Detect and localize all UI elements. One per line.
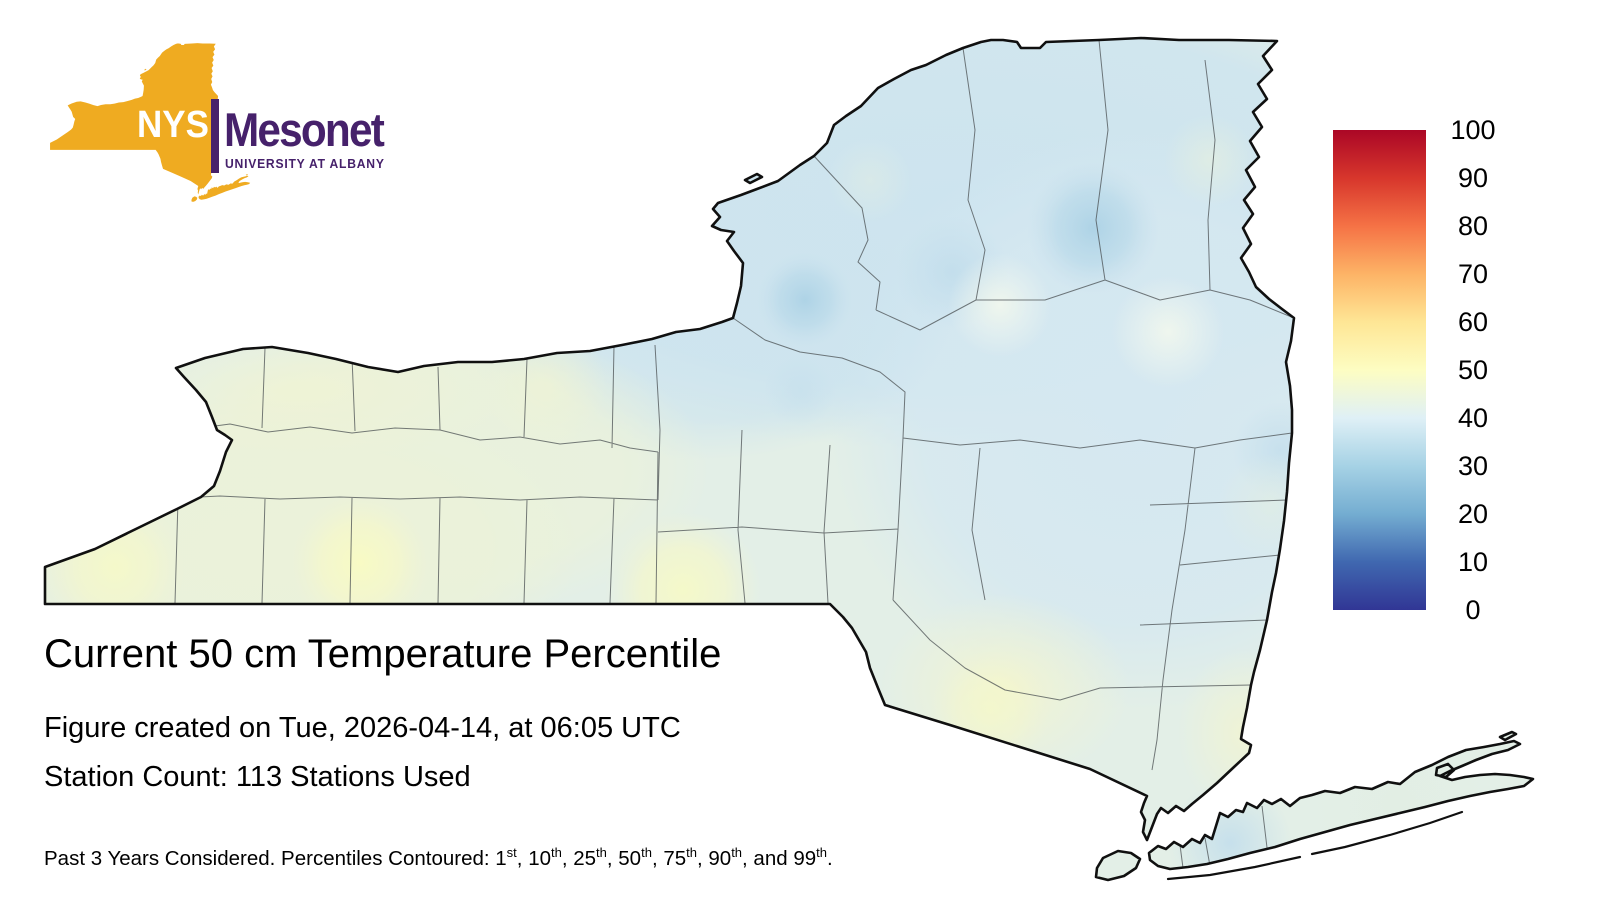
logo-nys-text: NYS (137, 104, 209, 146)
logo-subtitle-text: UNIVERSITY AT ALBANY (225, 157, 385, 171)
figure-title: Current 50 cm Temperature Percentile (44, 632, 722, 676)
colorbar-tick-label: 80 (1457, 211, 1489, 241)
barrier-island-line (1166, 810, 1464, 881)
colorbar-tick-label: 100 (1450, 115, 1496, 145)
colorbar-tick-label: 50 (1457, 355, 1489, 385)
percentile-colorbar (1333, 130, 1426, 610)
colorbar-tick-label: 30 (1457, 451, 1489, 481)
station-count-line: Station Count: 113 Stations Used (44, 761, 471, 793)
nys-mesonet-logo: NYS Mesonet UNIVERSITY AT ALBANY (0, 0, 430, 230)
figure-created-line: Figure created on Tue, 2026-04-14, at 06… (44, 712, 681, 744)
colorbar-tick-label: 70 (1457, 259, 1489, 289)
colorbar-tick-label: 60 (1457, 307, 1489, 337)
logo-divider-bar (211, 99, 219, 173)
colorbar-tick-label: 20 (1457, 499, 1489, 529)
colorbar-tick-label: 90 (1457, 163, 1489, 193)
colorbar-tick-labels: 100 90 80 70 60 50 40 30 20 10 0 (1438, 114, 1508, 626)
percentiles-footnote: Past 3 Years Considered. Percentiles Con… (44, 845, 833, 870)
colorbar-tick-label: 40 (1457, 403, 1489, 433)
colorbar-tick-label: 10 (1457, 547, 1489, 577)
colorbar-tick-label: 0 (1465, 595, 1481, 625)
logo-brand-text: Mesonet (224, 103, 385, 156)
